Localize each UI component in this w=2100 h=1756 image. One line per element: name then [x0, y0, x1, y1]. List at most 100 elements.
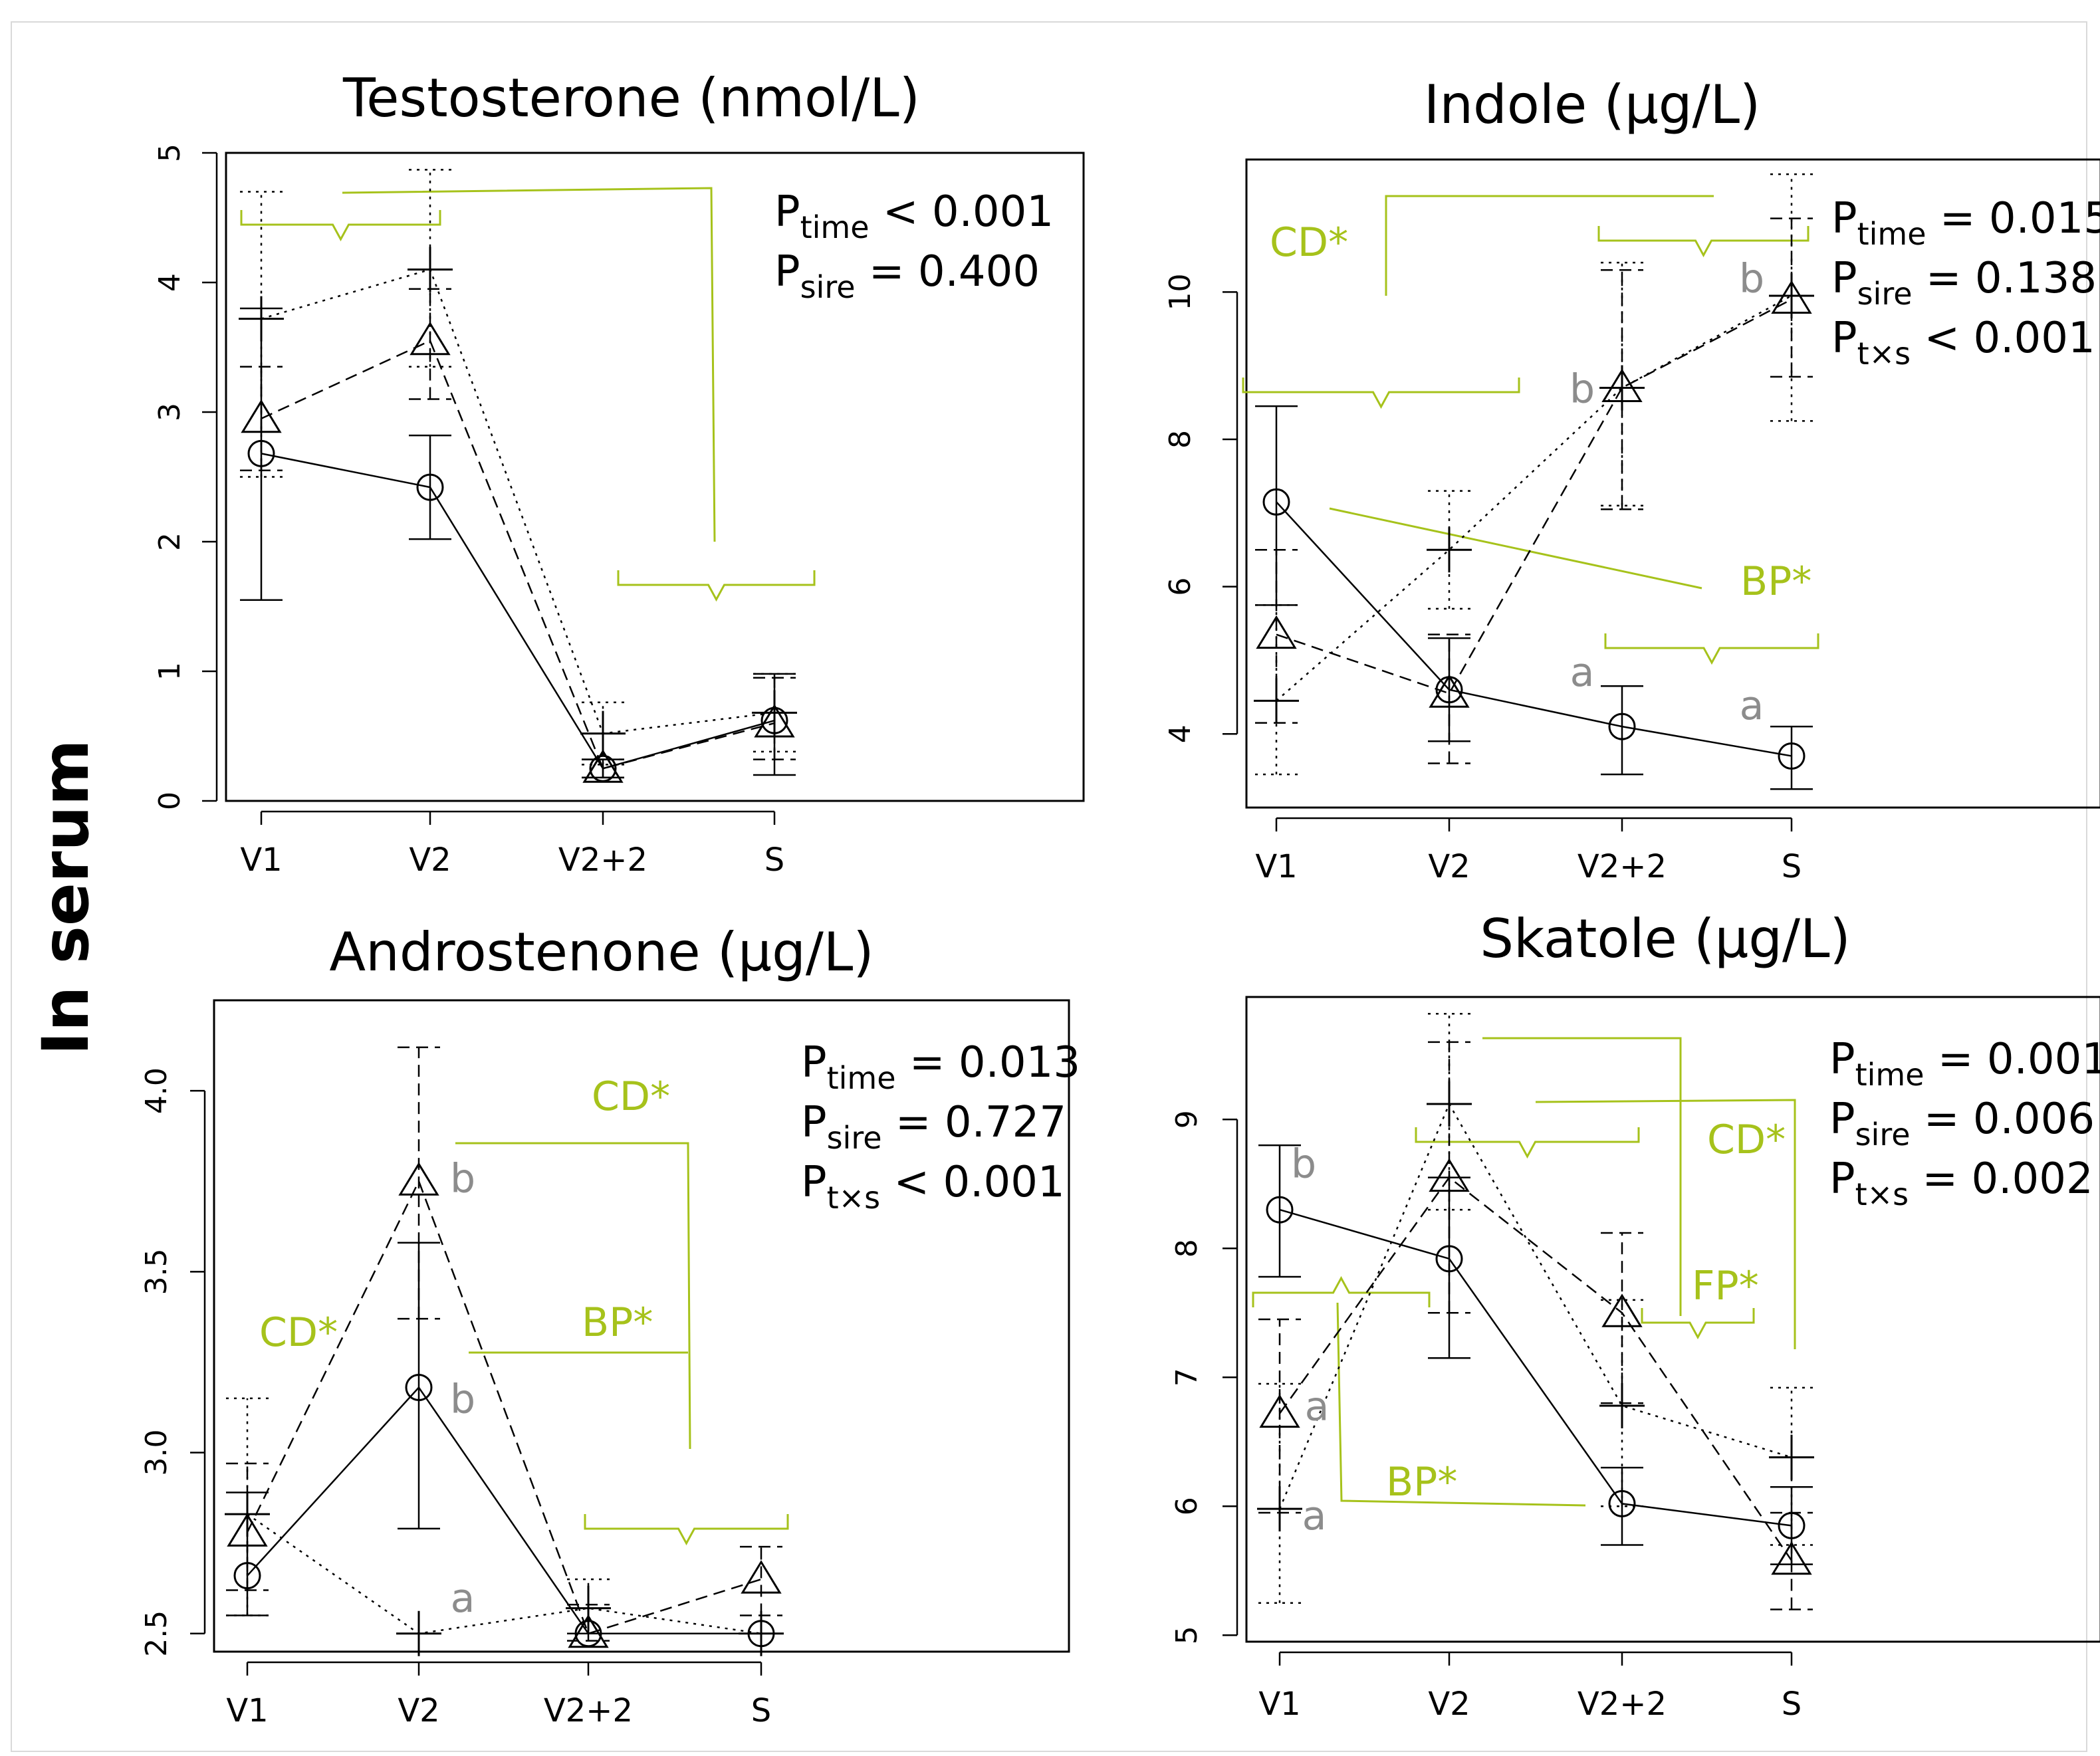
x-tick-label: V2+2: [558, 841, 647, 879]
data-point-triangle: [1429, 1158, 1470, 1192]
data-point-triangle: [582, 749, 624, 783]
stat-symbol: P: [1831, 254, 1857, 303]
stat-value: < 0.001: [870, 187, 1054, 237]
stat-line: Psire = 0.727: [801, 1098, 1066, 1156]
stat-subscript: t×s: [827, 1180, 881, 1216]
series-line: [246, 1179, 762, 1635]
stat-subscript: t×s: [1855, 1176, 1909, 1212]
annotation-label: BP*: [1386, 1459, 1457, 1505]
stat-subscript: sire: [827, 1120, 882, 1156]
data-point-circle: [405, 1374, 433, 1402]
stat-value: < 0.001: [880, 1158, 1065, 1207]
stat-line: Pt×s = 0.002: [1829, 1154, 2093, 1212]
y-tick-label: 6: [1163, 578, 1197, 596]
data-point-plus: [739, 1610, 784, 1656]
significance-letter: a: [1570, 649, 1595, 696]
x-tick-label: V2: [1428, 1686, 1470, 1723]
series-line: [1276, 294, 1792, 702]
x-tick-label: V1: [226, 1692, 268, 1729]
stat-value: = 0.015: [1926, 194, 2100, 243]
annotation-bracket: [1329, 507, 1702, 590]
stat-line: Psire = 0.400: [774, 247, 1040, 305]
stat-subscript: time: [827, 1060, 896, 1096]
data-point-circle: [1262, 488, 1290, 516]
figure-frame: [11, 21, 2087, 1752]
data-point-triangle: [1256, 615, 1297, 649]
annotation-label: CD*: [1270, 219, 1348, 266]
data-point-plus: [1769, 273, 1814, 318]
significance-letter: b: [1739, 255, 1764, 302]
stat-line: Ptime = 0.015: [1831, 194, 2100, 252]
stat-line: Psire = 0.006: [1829, 1095, 2095, 1152]
data-point-triangle: [1601, 1293, 1643, 1327]
y-tick-label: 4: [1163, 724, 1197, 743]
stat-value: = 0.727: [882, 1098, 1067, 1147]
series-line: [261, 268, 775, 734]
data-point-triangle: [1429, 674, 1470, 708]
stat-subscript: time: [1857, 216, 1926, 252]
data-point-circle: [1266, 1196, 1294, 1224]
data-point-triangle: [741, 1560, 782, 1594]
data-point-circle: [416, 473, 444, 501]
data-point-plus: [1599, 1382, 1645, 1428]
annotation-label: BP*: [1740, 558, 1811, 605]
x-tick-label: V2: [409, 841, 451, 879]
x-tick-label: V2+2: [1577, 1686, 1667, 1723]
annotation-label: CD*: [1707, 1117, 1786, 1163]
chart-title: Androstenone (μg/L): [329, 921, 874, 983]
stat-line: Pt×s < 0.001: [801, 1158, 1065, 1216]
significance-letter: a: [1302, 1493, 1327, 1539]
series-line: [1276, 501, 1792, 757]
stat-value: = 0.002: [1909, 1154, 2093, 1204]
x-tick-label: V1: [1255, 848, 1297, 885]
stat-symbol: P: [774, 187, 800, 237]
y-tick-label: 4: [153, 273, 187, 292]
panel-indole: Indole (μg/L) 4 6 8 10 V1 V2 V2+2 Sb b a a CD* BP* Pti…: [1163, 74, 2100, 885]
stat-subscript: time: [1855, 1057, 1925, 1093]
chart-title: Testosterone (nmol/L): [342, 67, 920, 129]
series-line: [247, 1386, 761, 1635]
y-axis-label: In serum: [29, 739, 103, 1055]
data-point-plus: [396, 1610, 441, 1656]
data-point-plus: [1427, 1081, 1472, 1127]
annotation-bracket: [1597, 226, 1809, 258]
data-point-plus: [225, 1491, 270, 1537]
stat-value: < 0.001: [1911, 314, 2095, 363]
annotation-bracket: [1252, 1275, 1431, 1307]
x-tick-label: V2+2: [1577, 848, 1667, 885]
stat-line: Ptime < 0.001: [774, 187, 1054, 245]
series-line: [1278, 1176, 1793, 1561]
data-point-plus: [1257, 1486, 1302, 1532]
data-point-triangle: [754, 704, 795, 738]
plot-frame: [225, 152, 1085, 802]
stat-symbol: P: [801, 1038, 827, 1087]
data-point-triangle: [227, 1513, 268, 1547]
stat-subscript: sire: [1855, 1117, 1911, 1152]
stat-symbol: P: [1829, 1154, 1855, 1204]
y-tick-label: 0: [153, 792, 187, 810]
annotation-bracket: [617, 570, 816, 602]
annotation-label: CD*: [592, 1073, 670, 1120]
data-point-plus: [408, 247, 453, 292]
y-tick-label: 3: [153, 403, 187, 421]
series-line: [261, 453, 775, 770]
y-tick-label: 5: [153, 144, 187, 162]
data-point-triangle: [398, 1162, 439, 1196]
stat-symbol: P: [801, 1098, 827, 1147]
annotation-bracket: [342, 187, 716, 542]
stat-line: Ptime = 0.001: [1829, 1035, 2100, 1093]
data-point-plus: [1254, 678, 1299, 724]
annotation-bracket: [584, 1514, 789, 1546]
chart-title: Skatole (μg/L): [1480, 908, 1851, 970]
significance-letter: b: [450, 1376, 475, 1423]
annotation-bracket: [1242, 378, 1520, 409]
stat-symbol: P: [1831, 194, 1857, 243]
y-tick-label: 8: [1163, 430, 1197, 449]
stat-line: Pt×s < 0.001: [1831, 314, 2095, 372]
y-tick-label: 4.0: [140, 1067, 174, 1114]
significance-letter: b: [1291, 1141, 1316, 1188]
stat-subscript: sire: [1857, 276, 1913, 312]
x-tick-label: V2+2: [544, 1692, 633, 1729]
stat-subscript: time: [800, 209, 870, 245]
annotation-bracket: [1482, 1037, 1682, 1316]
